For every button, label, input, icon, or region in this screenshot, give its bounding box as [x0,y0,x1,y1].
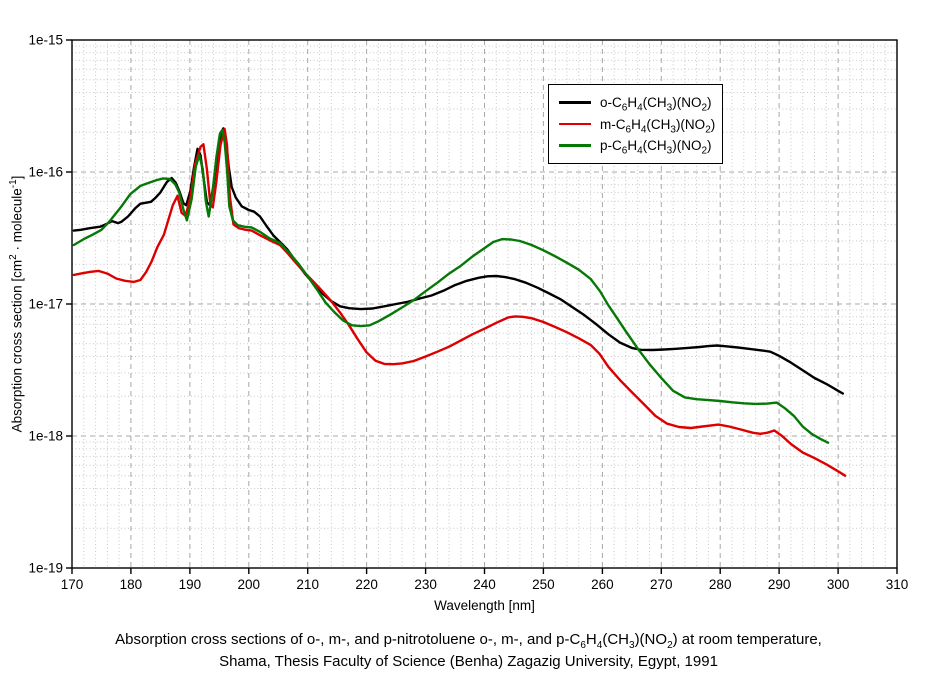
x-tick-label: 300 [827,577,850,592]
y-tick-label: 1e-19 [28,561,63,576]
x-tick-label: 280 [709,577,732,592]
legend-label: p-C6H4(CH3)(NO2) [600,138,712,157]
x-tick-label: 230 [414,577,437,592]
x-tick-label: 220 [355,577,378,592]
x-tick-label: 200 [238,577,261,592]
x-tick-label: 250 [532,577,555,592]
legend: o-C6H4(CH3)(NO2) m-C6H4(CH3)(NO2) p-C6H4(C… [548,84,723,164]
x-axis-title: Wavelength [nm] [434,598,535,613]
series-line [72,127,844,395]
x-tick-label: 270 [650,577,673,592]
legend-item: p-C6H4(CH3)(NO2) [559,138,718,157]
y-tick-label: 1e-16 [28,165,63,180]
legend-label: m-C6H4(CH3)(NO2) [600,116,716,136]
series-line [72,128,830,444]
x-tick-label: 310 [886,577,909,592]
caption-line-2: Shama, Thesis Faculty of Science (Benha)… [219,653,718,670]
x-tick-label: 180 [120,577,143,592]
x-tick-label: 240 [473,577,496,592]
legend-line-sample [559,122,591,126]
y-axis-title: Absorption cross section [cm2 · molecule… [8,175,25,433]
x-tick-label: 260 [591,577,614,592]
x-tick-label: 210 [296,577,319,592]
legend-label: o-C6H4(CH3)(NO2) [600,94,712,114]
legend-item: m-C6H4(CH3)(NO2) [559,116,718,136]
legend-line-sample [559,144,591,148]
series-line [72,127,847,477]
x-tick-label: 170 [61,577,84,592]
legend-line-sample [559,100,591,104]
caption-line-1: Absorption cross sections of o-, m-, and… [115,631,822,651]
chart-plot: 170 180 190 200 210 220 230 240 250 260 270 280 290 3… [28,33,909,593]
y-tick-label: 1e-17 [28,297,63,312]
y-tick-label: 1e-15 [28,33,63,48]
x-tick-label: 190 [179,577,202,592]
x-tick-label: 290 [768,577,791,592]
y-tick-label: 1e-18 [28,429,63,444]
legend-item: o-C6H4(CH3)(NO2) [559,94,718,114]
